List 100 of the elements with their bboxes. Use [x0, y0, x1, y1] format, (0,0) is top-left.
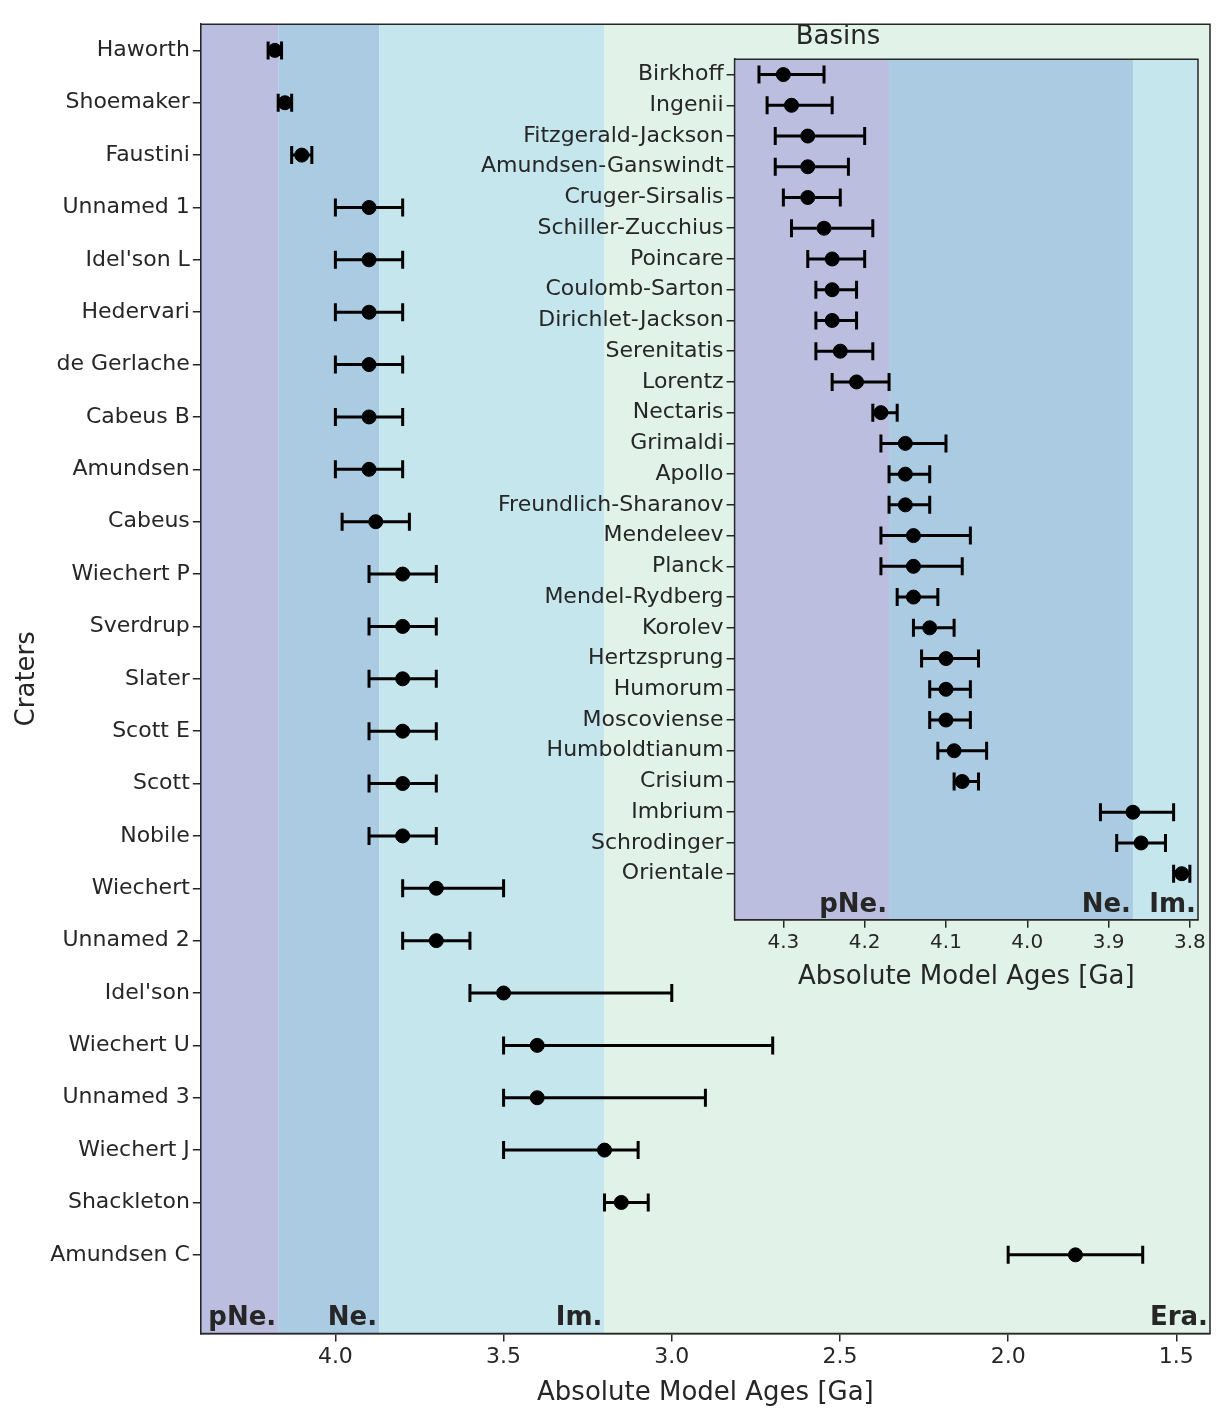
y-tick-label: Imbrium: [631, 797, 724, 823]
y-tick-label: Unnamed 3: [62, 1083, 190, 1109]
y-tick-label: Humorum: [613, 675, 724, 700]
point: [1067, 1247, 1083, 1263]
x-tick-label: 3.0: [654, 1343, 690, 1369]
point: [832, 343, 848, 359]
y-tick-label: Freundlich-Sharanov: [498, 490, 724, 516]
band-label: Im.: [555, 1301, 603, 1332]
point: [368, 514, 384, 530]
y-tick-label: Serenitatis: [605, 336, 724, 362]
point: [361, 357, 377, 373]
y-tick-label: Cabeus: [108, 507, 190, 533]
point: [428, 880, 444, 896]
x-axis-title: Absolute Model Ages [Ga]: [797, 960, 1135, 991]
point: [824, 251, 840, 267]
point: [775, 67, 791, 83]
y-tick-label: Lorentz: [642, 367, 724, 393]
point: [800, 128, 816, 144]
y-axis-title: Craters: [10, 631, 41, 727]
point: [361, 304, 377, 320]
point: [395, 566, 411, 582]
band-label: Ne.: [327, 1301, 378, 1332]
y-tick-label: Wiechert U: [68, 1031, 190, 1057]
point: [897, 497, 913, 513]
y-tick-label: Crisium: [640, 767, 724, 793]
point: [361, 199, 377, 215]
x-tick-label: 2.5: [822, 1343, 858, 1369]
y-tick-label: Orientale: [621, 859, 724, 885]
y-tick-label: Wiechert: [91, 873, 191, 899]
point: [849, 374, 865, 390]
y-tick-label: Hedervari: [81, 297, 190, 323]
y-tick-label: Faustini: [105, 140, 190, 166]
band-label: Ne.: [1081, 887, 1131, 918]
y-tick-label: Slater: [125, 664, 191, 690]
y-tick-label: Amundsen-Ganswindt: [481, 152, 724, 178]
y-tick-label: Nobile: [120, 821, 190, 847]
x-tick-label: 3.9: [1092, 929, 1125, 953]
point: [897, 435, 913, 451]
y-tick-label: Unnamed 2: [62, 926, 190, 952]
y-tick-label: Schrodinger: [591, 828, 725, 854]
y-tick-label: Idel'son L: [85, 245, 191, 271]
x-tick-label: 3.8: [1173, 929, 1206, 953]
point: [905, 589, 921, 605]
point: [784, 97, 799, 113]
point: [873, 405, 889, 421]
y-tick-label: Hertzsprung: [587, 644, 724, 670]
y-tick-label: Moscoviense: [582, 705, 724, 731]
y-tick-label: Dirichlet-Jackson: [538, 306, 724, 332]
y-tick-label: Apollo: [655, 459, 724, 485]
y-tick-label: Unnamed 1: [62, 193, 190, 219]
point: [428, 933, 444, 949]
y-tick-label: Schiller-Zucchius: [537, 213, 724, 239]
point: [824, 282, 840, 298]
point: [800, 190, 816, 206]
point: [395, 618, 411, 634]
point: [361, 409, 377, 425]
point: [361, 252, 377, 268]
y-tick-label: Poincare: [629, 244, 724, 270]
point: [938, 712, 954, 728]
y-tick-label: Shoemaker: [65, 88, 191, 114]
x-tick-label: 1.5: [1158, 1343, 1194, 1369]
y-tick-label: Amundsen: [72, 455, 190, 481]
point: [1125, 804, 1141, 820]
point: [597, 1142, 612, 1158]
point: [1133, 835, 1149, 851]
y-tick-label: Ingenii: [649, 91, 724, 117]
point: [824, 312, 840, 328]
y-tick-label: Grimaldi: [630, 429, 724, 455]
y-tick-label: de Gerlache: [56, 350, 190, 376]
x-tick-label: 3.5: [486, 1343, 522, 1369]
x-tick-label: 4.0: [317, 1343, 353, 1369]
point: [938, 651, 954, 667]
point: [395, 723, 411, 739]
y-tick-label: Humboldtianum: [546, 736, 724, 762]
point: [938, 681, 954, 697]
point: [529, 1090, 545, 1106]
y-tick-label: Fitzgerald-Jackson: [523, 121, 724, 147]
y-tick-label: Mendel-Rydberg: [544, 582, 724, 608]
x-tick-label: 4.1: [930, 929, 962, 953]
y-tick-label: Korolev: [642, 613, 724, 639]
y-tick-label: Haworth: [96, 36, 190, 62]
point: [395, 828, 411, 844]
y-tick-label: Cabeus B: [85, 402, 190, 428]
y-tick-label: Mendeleev: [603, 521, 724, 547]
point: [816, 220, 832, 236]
point: [800, 159, 816, 175]
x-tick-label: 2.0: [990, 1343, 1026, 1369]
point: [897, 466, 913, 482]
point: [395, 671, 411, 687]
y-tick-label: Shackleton: [67, 1188, 190, 1214]
point: [361, 461, 377, 477]
x-tick-label: 4.2: [848, 929, 881, 953]
band-label: Era.: [1149, 1301, 1208, 1332]
point: [922, 620, 938, 636]
chart-title: Basins: [795, 20, 881, 51]
point: [496, 985, 512, 1001]
band-label: pNe.: [819, 887, 888, 918]
point: [946, 743, 962, 759]
y-tick-label: Nectaris: [632, 398, 724, 424]
point: [905, 558, 921, 574]
